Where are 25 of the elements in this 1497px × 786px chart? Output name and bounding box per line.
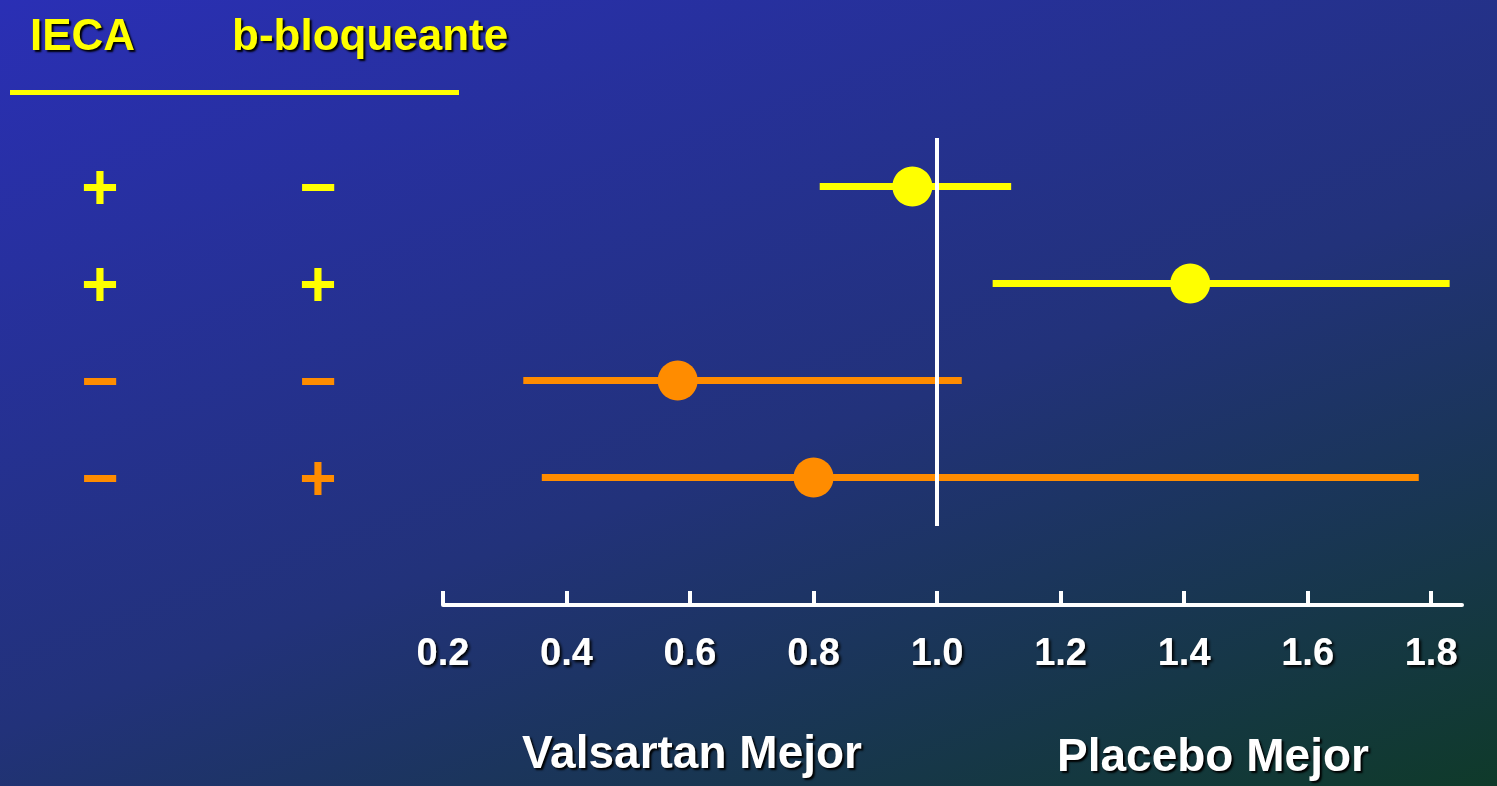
text: b-bloqueante <box>232 10 509 60</box>
y2-tick-label: − <box>299 344 337 417</box>
text: Placebo Mejor <box>1057 728 1369 782</box>
x-tick-label: 0.4 <box>540 631 593 673</box>
point <box>892 166 933 207</box>
y2-tick-label: + <box>299 441 337 514</box>
x-tick-label: 1.6 <box>1281 631 1335 673</box>
x-tick-label: 1.8 <box>1404 631 1458 673</box>
x-tick-label: 1.0 <box>910 631 964 673</box>
point <box>793 457 834 498</box>
y-tick-label: + <box>81 247 119 320</box>
x-tick-label: 0.6 <box>663 631 717 673</box>
y-tick-label: + <box>81 150 119 223</box>
x-tick-label: 1.4 <box>1157 631 1211 673</box>
point <box>1170 263 1211 304</box>
text: Valsartan Mejor <box>521 725 863 779</box>
y2-tick-label: + <box>299 247 337 320</box>
x-tick-label: 1.2 <box>1034 631 1087 673</box>
y-tick-label: − <box>81 344 119 417</box>
point <box>657 360 698 401</box>
text: IECA <box>30 10 136 60</box>
x-tick-label: 0.2 <box>416 631 470 673</box>
y-tick-label: − <box>81 441 119 514</box>
y2-tick-label: − <box>299 150 337 223</box>
x-tick-label: 0.8 <box>787 631 840 673</box>
